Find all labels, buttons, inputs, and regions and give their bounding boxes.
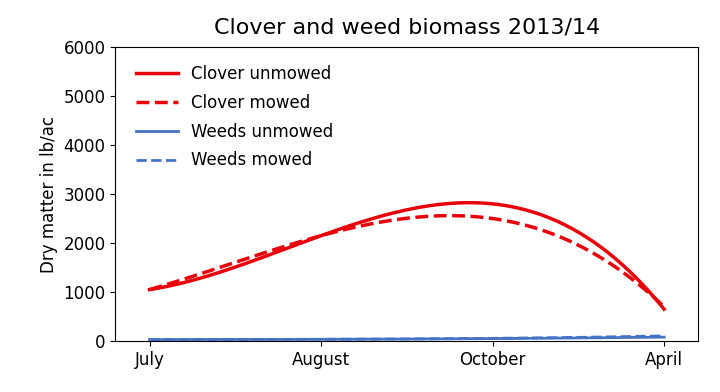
Weeds unmowed: [451, 336, 460, 341]
Weeds unmowed: [460, 336, 469, 341]
Weeds mowed: [579, 335, 588, 339]
Clover mowed: [147, 287, 156, 291]
Clover unmowed: [460, 200, 469, 205]
Clover mowed: [462, 214, 470, 218]
Line: Weeds unmowed: Weeds unmowed: [150, 337, 664, 339]
Clover unmowed: [613, 258, 622, 263]
Weeds mowed: [145, 337, 154, 342]
Title: Clover and weed biomass 2013/14: Clover and weed biomass 2013/14: [214, 17, 600, 37]
Weeds mowed: [451, 336, 460, 341]
Clover unmowed: [465, 200, 474, 205]
Weeds mowed: [611, 334, 620, 339]
Weeds unmowed: [147, 337, 156, 342]
Clover mowed: [580, 246, 589, 251]
Clover unmowed: [580, 234, 589, 239]
Clover mowed: [454, 213, 462, 218]
Clover unmowed: [660, 307, 668, 312]
Weeds unmowed: [579, 336, 588, 340]
Clover mowed: [145, 287, 154, 292]
Clover mowed: [451, 213, 460, 218]
Weeds mowed: [460, 336, 469, 341]
Line: Weeds mowed: Weeds mowed: [150, 336, 664, 339]
Clover mowed: [613, 266, 622, 271]
Clover unmowed: [451, 201, 460, 205]
Weeds mowed: [660, 334, 668, 338]
Clover unmowed: [145, 287, 154, 292]
Clover unmowed: [147, 287, 156, 292]
Weeds unmowed: [145, 337, 154, 342]
Line: Clover mowed: Clover mowed: [150, 216, 664, 307]
Weeds unmowed: [611, 335, 620, 340]
Weeds unmowed: [450, 336, 459, 341]
Weeds mowed: [147, 337, 156, 342]
Clover mowed: [446, 213, 455, 218]
Clover mowed: [660, 304, 668, 309]
Clover unmowed: [450, 201, 459, 205]
Line: Clover unmowed: Clover unmowed: [150, 203, 664, 309]
Y-axis label: Dry matter in lb/ac: Dry matter in lb/ac: [40, 116, 58, 272]
Weeds unmowed: [660, 335, 668, 339]
Weeds mowed: [450, 336, 459, 341]
Legend: Clover unmowed, Clover mowed, Weeds unmowed, Weeds mowed: Clover unmowed, Clover mowed, Weeds unmo…: [130, 58, 340, 176]
